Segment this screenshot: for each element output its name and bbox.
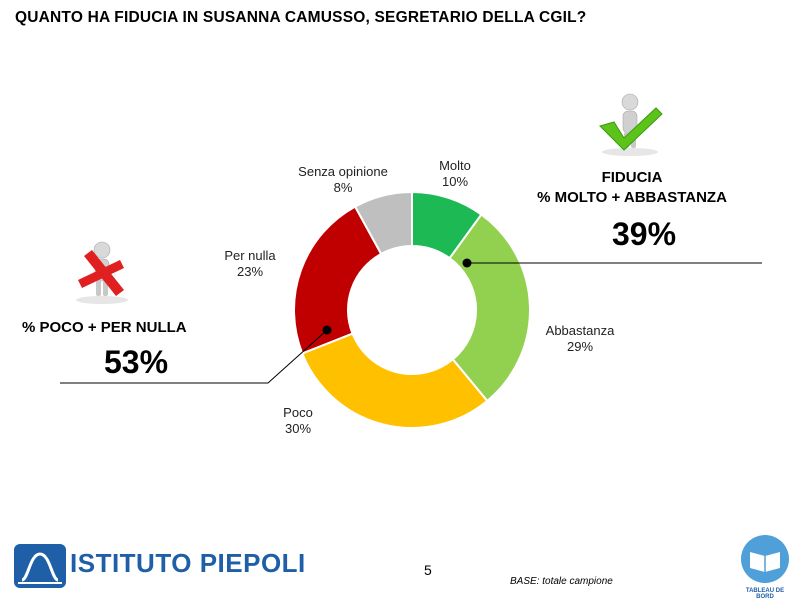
donut-slice-senza-opinione: [353, 190, 413, 256]
positive-leader-dot: [462, 258, 472, 268]
piepoli-logo-text: ISTITUTO PIEPOLI: [70, 548, 306, 578]
book-badge-icon: [741, 535, 789, 583]
page-title: QUANTO HA FIDUCIA IN SUSANNA CAMUSSO, SE…: [15, 9, 587, 26]
slice-name: Molto: [439, 158, 471, 173]
slice-name: Per nulla: [224, 248, 276, 263]
check-person-icon: [599, 93, 663, 156]
slice-value: 29%: [566, 339, 594, 354]
positive-callout-line1: FIDUCIA: [601, 169, 663, 186]
slice-label-molto: Molto 10%: [425, 158, 485, 190]
negative-leader-line: [60, 329, 328, 384]
slice-name: Senza opinione: [298, 164, 388, 179]
positive-callout-value: 39%: [612, 216, 677, 252]
slice-label-abbastanza: Abbastanza 29%: [540, 323, 620, 355]
donut-slices: [293, 190, 531, 429]
base-note: BASE: totale campione: [510, 576, 613, 587]
negative-callout-heading: % POCO + PER NULLA: [22, 319, 187, 336]
slice-label-poco: Poco 30%: [268, 405, 328, 437]
slice-label-per-nulla: Per nulla 23%: [210, 248, 290, 280]
slice-value: 23%: [236, 264, 264, 279]
donut-slice-poco: [300, 332, 489, 429]
slice-value: 8%: [333, 180, 353, 195]
negative-callout-value: 53%: [104, 344, 169, 380]
positive-callout-heading: FIDUCIA % MOLTO + ABBASTANZA: [512, 168, 752, 208]
donut-slice-per-nulla: [293, 205, 383, 355]
positive-callout-line2: % MOLTO + ABBASTANZA: [537, 189, 727, 206]
cross-person-icon: [76, 241, 128, 304]
badge-text: TABLEAU DE BORD: [745, 588, 785, 600]
slice-value: 30%: [284, 421, 312, 436]
page-number: 5: [424, 562, 432, 578]
slice-name: Poco: [283, 405, 313, 420]
slice-name: Abbastanza: [545, 323, 615, 338]
negative-leader-dot: [322, 325, 332, 335]
piepoli-logo-icon: [14, 544, 66, 588]
slice-label-senza-opinione: Senza opinione 8%: [283, 164, 403, 196]
slice-value: 10%: [441, 174, 469, 189]
